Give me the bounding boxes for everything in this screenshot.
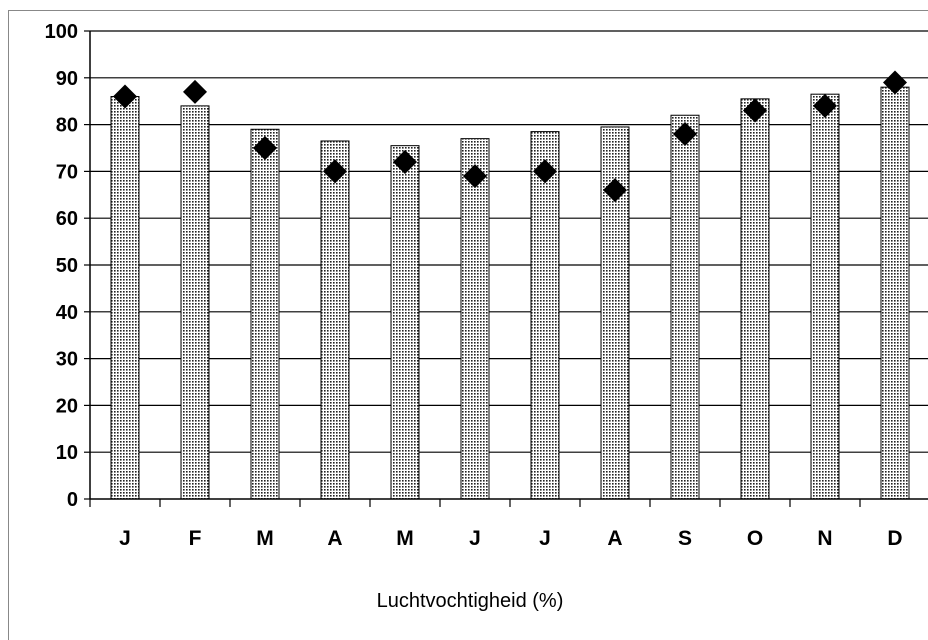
y-tick-label: 70 xyxy=(56,161,78,183)
y-tick-label: 30 xyxy=(56,349,78,371)
bar xyxy=(320,140,350,500)
x-tick-label: F xyxy=(189,527,202,550)
bar xyxy=(180,105,210,500)
bar xyxy=(530,131,560,500)
humidity-chart: 0 10 20 30 40 50 60 70 80 90 100 J F M A M J J A S O N D Lucht… xyxy=(45,21,928,612)
bar xyxy=(460,138,490,500)
y-tick-label: 10 xyxy=(56,442,78,464)
diamond-marker xyxy=(743,98,767,123)
bar xyxy=(670,114,700,500)
diamond-marker xyxy=(323,159,347,184)
bar xyxy=(810,93,840,500)
y-tick-label: 60 xyxy=(56,208,78,230)
diamond-marker xyxy=(533,159,557,184)
bar xyxy=(250,128,280,500)
diamond-marker xyxy=(113,84,137,109)
diamond-marker xyxy=(183,79,207,104)
y-tick-label: 0 xyxy=(67,489,78,511)
y-tick-label: 20 xyxy=(56,395,78,417)
bar xyxy=(390,145,420,500)
x-tick-label: N xyxy=(817,527,832,550)
y-tick-label: 80 xyxy=(56,115,78,137)
diamond-marker xyxy=(603,178,627,203)
x-tick-label: M xyxy=(256,527,274,550)
y-tick-label: 40 xyxy=(56,302,78,324)
x-tick-label: D xyxy=(887,527,902,550)
x-tick-label: A xyxy=(607,527,622,550)
bar xyxy=(880,86,910,500)
diamond-marker xyxy=(253,136,277,160)
x-tick-label: A xyxy=(327,527,342,550)
x-tick-label: J xyxy=(539,527,551,550)
y-tick-label: 50 xyxy=(56,255,78,277)
diamond-marker xyxy=(883,70,907,95)
chart-frame xyxy=(8,10,928,640)
y-tick-label: 100 xyxy=(45,21,78,43)
bar xyxy=(110,96,140,500)
bar xyxy=(740,98,770,500)
diamond-marker xyxy=(393,150,417,175)
x-tick-label: J xyxy=(119,527,131,550)
x-axis-title: Luchtvochtigheid (%) xyxy=(377,590,564,612)
diamond-marker xyxy=(673,121,697,146)
diamond-marker xyxy=(813,93,837,118)
y-tick-label: 90 xyxy=(56,68,78,90)
x-tick-label: M xyxy=(396,527,414,550)
x-tick-label: J xyxy=(469,527,481,550)
x-tick-label: S xyxy=(678,527,692,550)
x-tick-label: O xyxy=(747,527,763,550)
diamond-marker xyxy=(463,164,487,189)
